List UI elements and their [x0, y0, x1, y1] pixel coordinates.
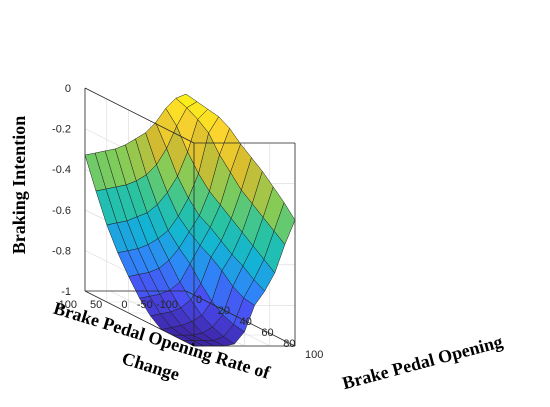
z-tick-label: 0 [65, 83, 71, 95]
z-tick-label: -1 [61, 286, 71, 298]
y-tick-label: -50 [137, 299, 153, 311]
surface [84, 93, 296, 347]
z-tick-label: -0.6 [52, 205, 71, 217]
x-tick-label: 60 [261, 327, 273, 339]
x-tick-label: 0 [196, 294, 202, 306]
x-tick-label: 100 [305, 349, 323, 361]
x-tick-label: 20 [218, 305, 230, 317]
z-tick-label: -0.4 [52, 164, 71, 176]
x-tick-label: 40 [240, 316, 252, 328]
axis-box [84, 87, 296, 347]
y-tick-label: 0 [121, 299, 127, 311]
z-axis-label: Braking Intention [9, 116, 29, 255]
y-tick-label: -100 [156, 299, 178, 311]
axis-edge [84, 290, 195, 347]
axis-edge [185, 290, 296, 347]
z-tick-label: -0.2 [52, 124, 71, 136]
y-tick-label: 50 [90, 299, 102, 311]
axis-edge [84, 87, 195, 144]
x-axis-label: Brake Pedal Opening [340, 331, 505, 393]
z-tick-label: -0.8 [52, 245, 71, 257]
tick-labels: 0 -0.2 -0.4 -0.6 -0.8 -1 -100-50 0 50 100 0 20 40 60 8… [52, 83, 323, 361]
x-tick-label: 80 [283, 338, 295, 350]
y-tick-label: 100 [59, 299, 77, 311]
surface-patch [175, 93, 198, 108]
